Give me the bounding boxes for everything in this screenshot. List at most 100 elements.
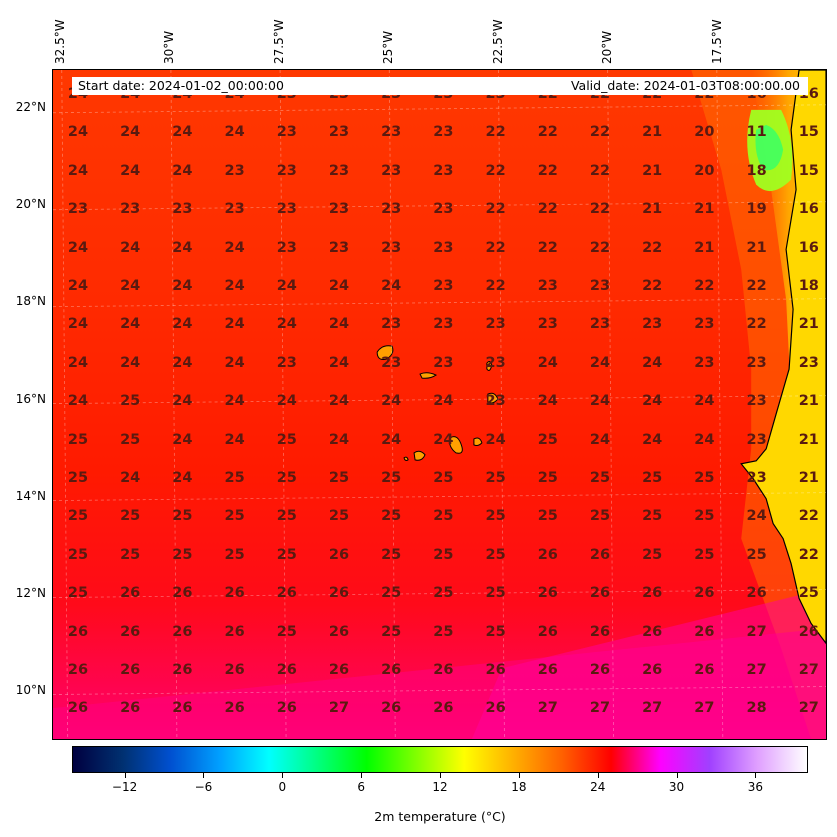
- temperature-value: 23: [276, 124, 297, 141]
- temperature-value: 24: [120, 470, 141, 486]
- temperature-value: 23: [694, 316, 715, 333]
- temperature-value: 25: [485, 470, 506, 486]
- meridian-line: [498, 70, 505, 739]
- temperature-value: 25: [328, 508, 350, 525]
- temperature-value: 23: [485, 393, 506, 410]
- temperature-value: 22: [485, 124, 506, 141]
- colorbar-tick-mark: [518, 773, 520, 778]
- temperature-value: 24: [172, 316, 193, 333]
- temperature-value: 24: [224, 354, 245, 371]
- temperature-value: 25: [172, 546, 193, 563]
- temperature-value: 27: [746, 623, 767, 640]
- temperature-value: 25: [276, 623, 297, 640]
- temperature-value: 22: [589, 162, 611, 179]
- temperature-value: 26: [328, 546, 350, 563]
- temperature-value: 26: [276, 585, 297, 602]
- temperature-value: 23: [328, 239, 350, 256]
- temperature-value: 21: [642, 162, 663, 179]
- temperature-value: 20: [694, 124, 715, 141]
- temperature-value: 26: [120, 700, 141, 717]
- temperature-value: 25: [485, 623, 506, 640]
- temperature-value: 23: [276, 239, 297, 256]
- latitude-label: 18°N: [15, 294, 46, 309]
- temperature-value: 24: [589, 354, 611, 371]
- temperature-value: 25: [642, 508, 663, 525]
- colorbar-tick-mark: [203, 773, 205, 778]
- temperature-value: 26: [67, 700, 89, 717]
- temperature-value: 25: [224, 546, 245, 563]
- temperature-value: 25: [694, 508, 715, 525]
- longitude-label: 30°W: [162, 30, 177, 64]
- temperature-value: 23: [433, 316, 454, 333]
- temperature-value: 24: [328, 316, 350, 333]
- temperature-value: 26: [589, 585, 611, 602]
- temperature-value: 24: [381, 393, 402, 410]
- temperature-value: 25: [276, 470, 297, 486]
- temperature-value: 26: [224, 700, 245, 717]
- temperature-value: 24: [328, 431, 350, 448]
- temperature-value: 23: [642, 316, 663, 333]
- temperature-value: 24: [172, 393, 193, 410]
- temperature-value: 25: [746, 546, 767, 563]
- temperature-value: 26: [642, 623, 663, 640]
- colorbar-tick-label: −6: [194, 780, 213, 794]
- temperature-value: 22: [537, 124, 558, 141]
- temperature-value: 25: [485, 508, 506, 525]
- temperature-value: 26: [433, 662, 454, 678]
- temperature-value: 22: [798, 508, 819, 525]
- temperature-value: 26: [328, 623, 350, 640]
- temperature-value: 24: [537, 393, 558, 410]
- temperature-value: 25: [224, 470, 245, 486]
- temperature-value: 26: [381, 662, 402, 678]
- temperature-value: 25: [381, 623, 402, 640]
- temperature-value: 26: [328, 662, 350, 678]
- colorbar-tick-label: 18: [511, 780, 527, 794]
- colorbar-tick-mark: [124, 773, 126, 778]
- temperature-value: 25: [172, 508, 193, 525]
- temperature-value: 26: [328, 585, 350, 602]
- temperature-value: 28: [746, 700, 767, 717]
- temperature-value: 22: [589, 201, 611, 218]
- southern-hot-region: [471, 588, 826, 739]
- temperature-value: 24: [694, 431, 715, 448]
- temperature-value: 26: [172, 585, 193, 602]
- island-boa-vista: [487, 392, 499, 404]
- temperature-value: 22: [798, 546, 819, 563]
- temperature-value: 24: [67, 354, 89, 371]
- temperature-value: 23: [328, 162, 350, 179]
- latitude-label: 16°N: [15, 391, 46, 406]
- temperature-value: 26: [172, 700, 193, 717]
- temperature-value: 27: [537, 700, 558, 717]
- temperature-value: 26: [485, 700, 506, 717]
- colorbar-tick-label: 0: [278, 780, 287, 794]
- temperature-value: 26: [67, 623, 89, 640]
- temperature-value: 21: [694, 201, 715, 218]
- temperature-value: 25: [433, 508, 454, 525]
- temperature-value: 20: [694, 162, 715, 179]
- temperature-value: 27: [328, 700, 350, 717]
- temperature-value: 24: [224, 239, 245, 256]
- island-brava: [403, 456, 409, 461]
- temperature-value: 24: [224, 278, 245, 294]
- temperature-value: 26: [537, 546, 558, 563]
- temperature-value: 23: [381, 162, 402, 179]
- meridian-line: [716, 70, 724, 739]
- temperature-value: 26: [537, 662, 558, 678]
- map-canvas: [53, 70, 826, 739]
- longitude-label: 32.5°W: [52, 19, 67, 64]
- temperature-value: 25: [67, 546, 89, 563]
- temperature-value: 24: [276, 393, 297, 410]
- temperature-value: 24: [224, 393, 245, 410]
- longitude-label: 17.5°W: [709, 19, 724, 64]
- temperature-value: 26: [67, 662, 89, 678]
- temperature-value: 25: [224, 508, 245, 525]
- temperature-value: 23: [433, 201, 454, 218]
- temperature-value: 25: [485, 585, 506, 602]
- temperature-value: 23: [224, 201, 245, 218]
- island-sal: [486, 361, 493, 371]
- colorbar-tick-label: 36: [747, 780, 764, 794]
- temperature-value: 27: [798, 700, 819, 717]
- graticule: [53, 70, 826, 739]
- temperature-value: 24: [642, 354, 663, 371]
- temperature-value: 25: [67, 431, 89, 448]
